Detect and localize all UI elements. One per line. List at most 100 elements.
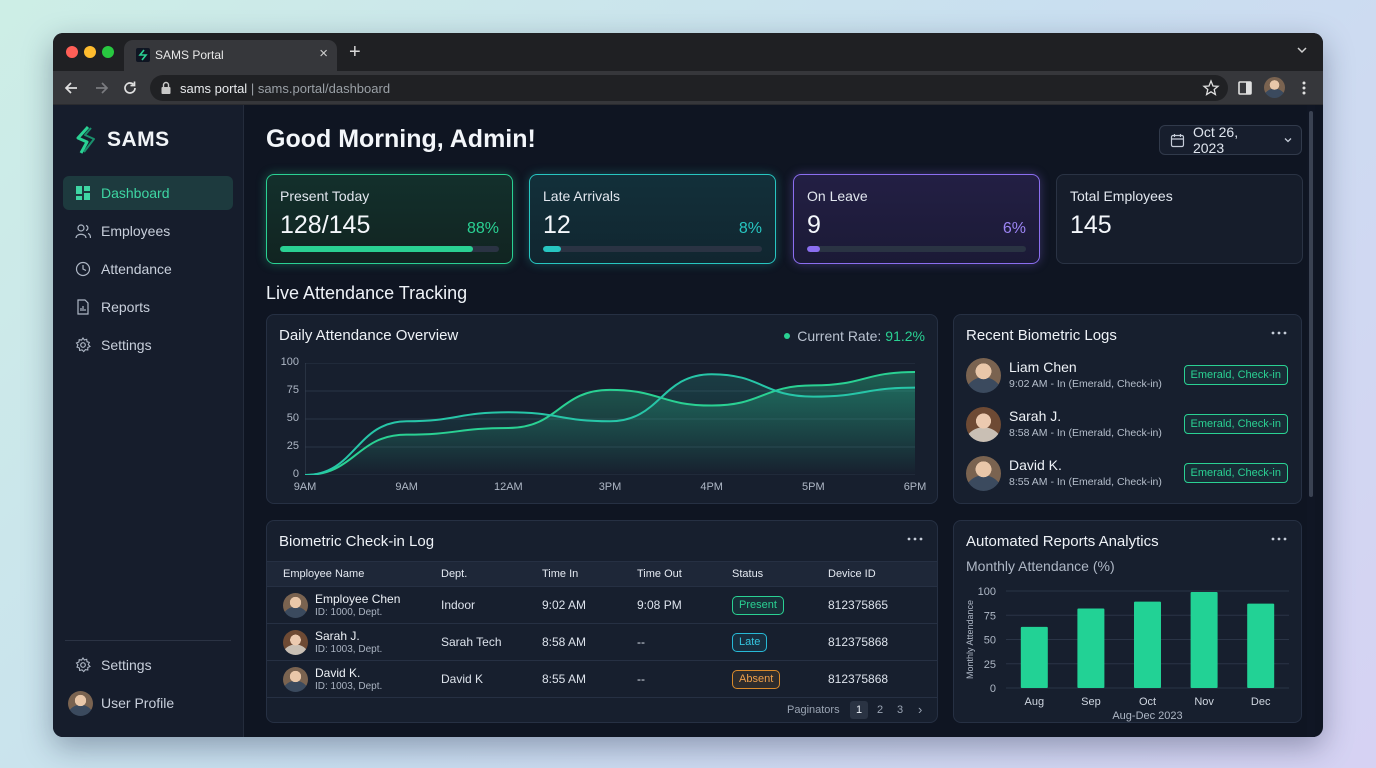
scrollbar-thumb[interactable] bbox=[1309, 111, 1313, 497]
pagination-label: Paginators bbox=[787, 704, 840, 716]
more-options-icon[interactable] bbox=[1269, 327, 1289, 339]
sidebar-item-label: Settings bbox=[101, 337, 152, 353]
x-tick-label: 3PM bbox=[598, 481, 622, 493]
sidebar-item-label: Employees bbox=[101, 223, 171, 239]
tab-title: SAMS Portal bbox=[155, 48, 224, 62]
y-tick-label: 0 bbox=[990, 683, 996, 695]
users-icon bbox=[75, 224, 91, 239]
column-header[interactable]: Dept. bbox=[441, 568, 468, 580]
bar[interactable] bbox=[1077, 608, 1105, 688]
stat-percent: 88% bbox=[466, 220, 499, 237]
forward-arrow-icon[interactable] bbox=[90, 77, 112, 99]
device-id-cell: 812375868 bbox=[828, 672, 889, 686]
avatar bbox=[283, 667, 308, 692]
kebab-menu-icon[interactable] bbox=[1293, 77, 1315, 99]
sidebar-item-settings[interactable]: Settings bbox=[63, 328, 233, 362]
sidebar-item-reports[interactable]: Reports bbox=[63, 290, 233, 324]
table-row[interactable]: David K. ID: 1003, Dept. David K 8:55 AM … bbox=[267, 661, 937, 698]
stat-percent: 8% bbox=[738, 220, 762, 237]
bar[interactable] bbox=[1134, 601, 1161, 688]
column-header[interactable]: Time Out bbox=[637, 568, 682, 580]
user-profile-button[interactable]: User Profile bbox=[63, 686, 233, 720]
sidebar-item-employees[interactable]: Employees bbox=[63, 214, 233, 248]
page-2-button[interactable]: 2 bbox=[877, 704, 884, 716]
late-arrivals-card[interactable]: Late Arrivals 12 8% bbox=[529, 174, 776, 264]
page-title: Good Morning, Admin! bbox=[266, 125, 536, 153]
column-header[interactable]: Device ID bbox=[828, 568, 876, 580]
browser-tab[interactable]: SAMS Portal × bbox=[124, 40, 337, 71]
address-bar[interactable]: sams portal | sams.portal/dashboard bbox=[150, 75, 1228, 101]
bookmark-star-icon[interactable] bbox=[1202, 79, 1220, 97]
log-item[interactable]: Sarah J. 8:58 AM - In (Emerald, Check-in… bbox=[966, 405, 1288, 445]
back-arrow-icon[interactable] bbox=[61, 77, 83, 99]
new-tab-button[interactable]: + bbox=[349, 41, 361, 63]
total-employees-card[interactable]: Total Employees 145 bbox=[1056, 174, 1303, 264]
tab-close-icon[interactable]: × bbox=[319, 45, 328, 62]
date-picker-button[interactable]: Oct 26, 2023 bbox=[1159, 124, 1302, 156]
close-window-button[interactable] bbox=[66, 46, 78, 58]
employee-name: Employee Chen bbox=[315, 592, 401, 606]
stat-value: 12 bbox=[543, 211, 571, 239]
brand[interactable]: SAMS bbox=[73, 125, 170, 155]
log-item[interactable]: David K. 8:55 AM - In (Emerald, Check-in… bbox=[966, 454, 1288, 494]
attendance-line-chart[interactable] bbox=[305, 363, 915, 475]
status-badge: Absent bbox=[732, 670, 781, 689]
log-detail: 8:58 AM - In (Emerald, Check-in) bbox=[1009, 427, 1162, 439]
lock-icon bbox=[161, 81, 171, 94]
table-row[interactable]: Employee Chen ID: 1000, Dept. Indoor 9:02… bbox=[267, 587, 937, 624]
table-row[interactable]: Sarah J. ID: 1003, Dept. Sarah Tech 8:58 … bbox=[267, 624, 937, 661]
monthly-attendance-bar-chart[interactable]: 0 25 50 75 100 Aug Sep Oct Nov Dec Aug-Dec 2023 Mon… bbox=[954, 581, 1303, 724]
on-leave-card[interactable]: On Leave 9 6% bbox=[793, 174, 1040, 264]
series-line[interactable] bbox=[305, 370, 915, 475]
tab-search-chevron-icon[interactable] bbox=[1295, 43, 1309, 57]
x-tick-label: 4PM bbox=[700, 481, 723, 493]
sidebar-item-dashboard[interactable]: Dashboard bbox=[63, 176, 233, 210]
status-badge: Late bbox=[732, 633, 768, 652]
y-tick-label: 75 bbox=[984, 610, 996, 622]
bar[interactable] bbox=[1190, 591, 1218, 688]
avatar bbox=[966, 407, 1001, 442]
bar[interactable] bbox=[1020, 626, 1048, 688]
column-header[interactable]: Time In bbox=[542, 568, 579, 580]
employee-cell: Sarah J. ID: 1003, Dept. bbox=[315, 629, 382, 655]
gear-icon bbox=[75, 657, 91, 673]
user-profile-label: User Profile bbox=[101, 695, 175, 711]
y-tick-label: 100 bbox=[280, 356, 299, 368]
page-1-button[interactable]: 1 bbox=[850, 701, 868, 719]
more-options-icon[interactable] bbox=[905, 533, 925, 545]
sidebar: SAMS Dashboard Employees Attendance Repo… bbox=[53, 105, 244, 737]
reload-icon[interactable] bbox=[119, 77, 141, 99]
y-tick-label: 75 bbox=[286, 384, 299, 396]
time-out-cell: 9:08 PM bbox=[637, 598, 682, 612]
progress-fill bbox=[280, 246, 473, 252]
present-today-card[interactable]: Present Today 128/145 88% bbox=[266, 174, 513, 264]
employee-name: David K. bbox=[315, 666, 361, 680]
calendar-icon bbox=[1170, 133, 1185, 147]
next-page-chevron-icon[interactable]: › bbox=[918, 702, 923, 717]
time-out-cell: -- bbox=[637, 635, 645, 649]
bar[interactable] bbox=[1247, 603, 1275, 688]
employee-cell: David K. ID: 1003, Dept. bbox=[315, 666, 382, 692]
y-axis-label: Monthly Attendance bbox=[965, 600, 975, 679]
progress-bar bbox=[543, 246, 762, 252]
sidebar-item-label: Dashboard bbox=[101, 185, 170, 201]
browser-profile-avatar[interactable] bbox=[1264, 77, 1285, 98]
section-title: Live Attendance Tracking bbox=[266, 283, 468, 303]
dashboard-icon bbox=[76, 186, 90, 200]
sidebar-item-attendance[interactable]: Attendance bbox=[63, 252, 233, 286]
column-header[interactable]: Status bbox=[732, 568, 764, 580]
minimize-window-button[interactable] bbox=[84, 46, 96, 58]
recent-logs-card: Recent Biometric Logs Liam Chen 9:02 AM … bbox=[953, 314, 1302, 504]
reports-analytics-card: Automated Reports Analytics Monthly Atte… bbox=[953, 520, 1302, 723]
scrollbar[interactable] bbox=[1307, 105, 1315, 737]
log-item[interactable]: Liam Chen 9:02 AM - In (Emerald, Check-i… bbox=[966, 356, 1288, 396]
sidebar-item-label: Attendance bbox=[101, 261, 172, 277]
column-header[interactable]: Employee Name bbox=[283, 568, 365, 580]
sidebar-bottom-settings[interactable]: Settings bbox=[63, 648, 233, 682]
series-line[interactable] bbox=[305, 373, 915, 475]
side-panel-icon[interactable] bbox=[1234, 77, 1256, 99]
more-options-icon[interactable] bbox=[1269, 533, 1289, 545]
maximize-window-button[interactable] bbox=[102, 46, 114, 58]
progress-bar bbox=[807, 246, 1026, 252]
page-3-button[interactable]: 3 bbox=[897, 704, 904, 716]
